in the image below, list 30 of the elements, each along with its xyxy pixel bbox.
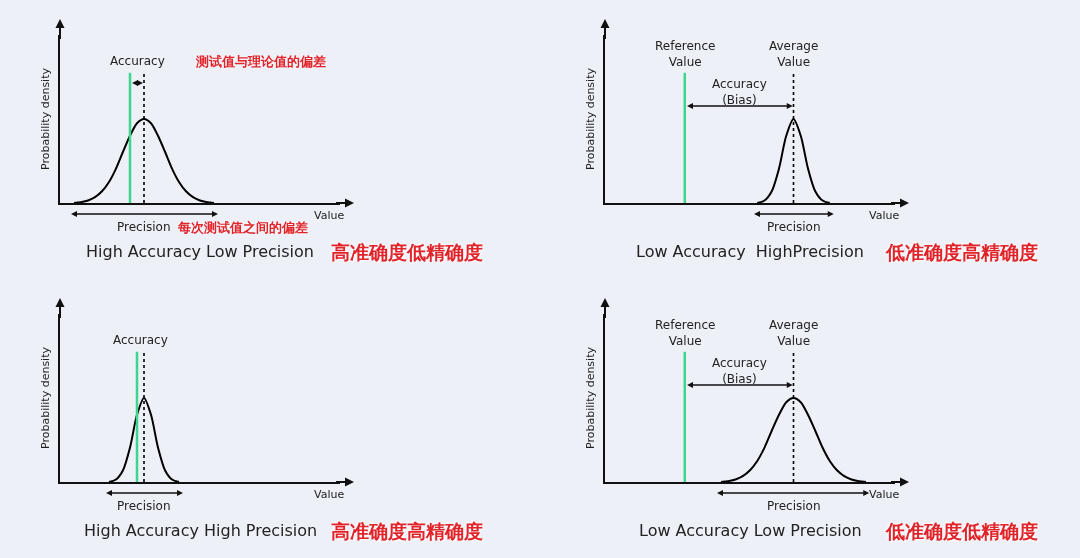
text: Average Value — [769, 318, 819, 348]
text: Accuracy (Bias) — [712, 356, 767, 386]
text: Precision — [117, 220, 171, 234]
text: 高准确度低精确度 — [331, 241, 483, 263]
text: Accuracy (Bias) — [712, 77, 767, 107]
x-axis-title: Value — [314, 488, 345, 501]
text: Low Accuracy HighPrecision — [636, 242, 864, 261]
text: 低准确度高精确度 — [885, 241, 1038, 263]
text: Reference Value — [655, 39, 716, 69]
text: Reference Value — [655, 318, 716, 348]
text: High Accuracy High Precision — [84, 521, 318, 540]
y-axis-title: Probability density — [39, 67, 53, 170]
y-axis-title: Probability density — [39, 346, 53, 449]
text: 高准确度高精确度 — [331, 520, 483, 542]
text: Accuracy — [113, 333, 168, 347]
text: Average Value — [769, 39, 819, 69]
text: 低准确度低精确度 — [885, 520, 1038, 542]
text: 每次测试值之间的偏差 — [177, 220, 308, 235]
text: Precision — [767, 220, 821, 234]
text: Precision — [117, 499, 171, 513]
y-axis-title: Probability density — [584, 346, 598, 449]
text: Low Accuracy Low Precision — [639, 521, 862, 540]
y-axis-title: Probability density — [584, 67, 598, 170]
x-axis-title: Value — [869, 209, 900, 222]
text: 测试值与理论值的偏差 — [195, 54, 326, 69]
x-axis-title: Value — [314, 209, 345, 222]
x-axis-title: Value — [869, 488, 900, 501]
text: High Accuracy Low Precision — [86, 242, 314, 261]
text: Precision — [767, 499, 821, 513]
text: Accuracy — [110, 54, 165, 68]
